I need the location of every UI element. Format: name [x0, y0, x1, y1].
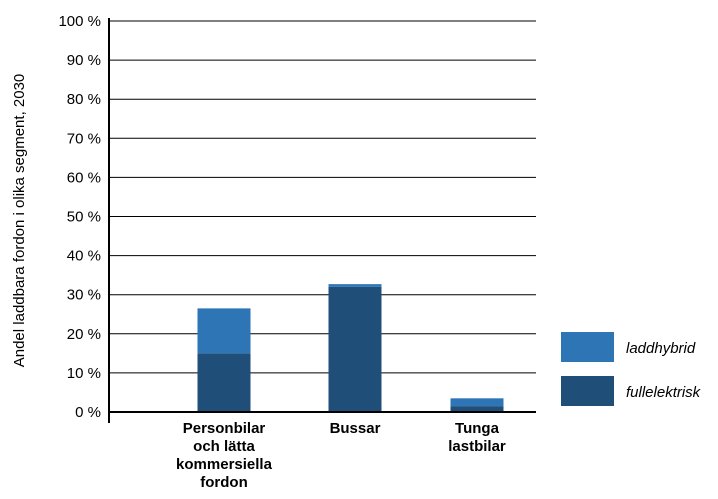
bars — [197, 284, 504, 412]
x-category-label-line: Tunga — [455, 420, 500, 437]
x-category-label-line: Bussar — [330, 420, 381, 437]
x-category-label-line: fordon — [200, 474, 247, 491]
bar-fullelektrisk — [450, 406, 504, 412]
legend-label-fullelektrisk: fullelektrisk — [626, 384, 702, 401]
x-category-label-line: Personbilar — [183, 420, 266, 437]
y-tick-label: 90 % — [67, 52, 101, 69]
x-category-label: Tunga lastbilar — [448, 420, 506, 455]
y-tick-label: 40 % — [67, 248, 101, 265]
y-axis-title: Andel laddbara fordon i olika segment, 2… — [11, 74, 28, 368]
x-category-label: Personbilar och lätta kommersiella fordon — [176, 420, 273, 491]
bar-laddhybrid — [450, 398, 504, 407]
legend-swatch-fullelektrisk — [561, 376, 614, 406]
y-tick-label: 100 % — [58, 13, 101, 30]
y-tick-label: 30 % — [67, 287, 101, 304]
x-category-label: Bussar — [330, 420, 381, 437]
bar-laddhybrid — [197, 308, 251, 354]
x-category-label-line: och lätta — [193, 438, 255, 455]
bar-fullelektrisk — [197, 353, 251, 412]
legend-swatch-laddhybrid — [561, 332, 614, 362]
y-tick-label: 0 % — [75, 404, 101, 421]
y-tick-label: 60 % — [67, 169, 101, 186]
legend: laddhybrid fullelektrisk — [561, 332, 702, 406]
y-tick-label: 80 % — [67, 91, 101, 108]
legend-label-laddhybrid: laddhybrid — [626, 340, 696, 357]
gridlines — [109, 20, 536, 413]
x-category-label-line: lastbilar — [448, 438, 506, 455]
y-tick-label: 10 % — [67, 365, 101, 382]
y-tick-label: 70 % — [67, 130, 101, 147]
y-tick-label: 20 % — [67, 326, 101, 343]
y-tick-label: 50 % — [67, 209, 101, 226]
bar-fullelektrisk — [328, 286, 382, 412]
bar-laddhybrid — [328, 284, 382, 287]
x-category-label-line: kommersiella — [176, 456, 273, 473]
x-category-labels: Personbilar och lätta kommersiella fordon Bu… — [176, 420, 506, 491]
y-tick-labels: 0 % 10 % 20 % 30 % 40 % 50 % 60 % 70 % 80 % 90 % 1… — [58, 13, 101, 421]
